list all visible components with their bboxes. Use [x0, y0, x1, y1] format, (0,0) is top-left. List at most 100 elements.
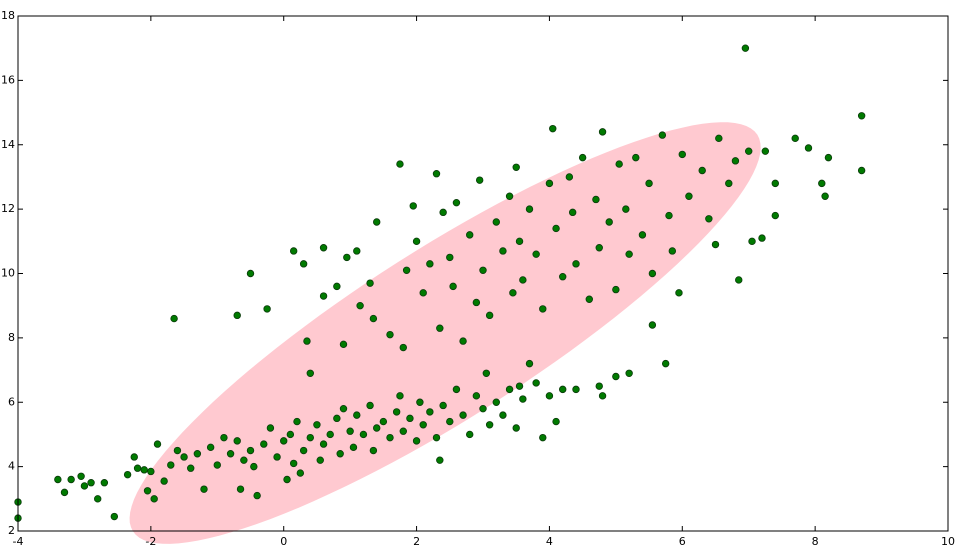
- x-tick-label: 8: [812, 535, 819, 548]
- point: [505, 192, 514, 200]
- point: [499, 411, 507, 419]
- point: [306, 433, 314, 442]
- point: [140, 466, 148, 474]
- point: [402, 266, 411, 274]
- point: [406, 414, 414, 423]
- point: [366, 279, 374, 287]
- point: [857, 166, 866, 175]
- point: [439, 401, 447, 410]
- point: [233, 311, 241, 320]
- point: [658, 131, 667, 139]
- point: [246, 446, 255, 455]
- point: [319, 292, 328, 300]
- point: [280, 437, 288, 445]
- point: [492, 218, 500, 226]
- x-tick-label: 2: [413, 535, 420, 548]
- point: [698, 166, 706, 175]
- point: [446, 253, 454, 262]
- point: [369, 446, 378, 455]
- point: [416, 398, 424, 406]
- point: [432, 433, 441, 442]
- point: [283, 475, 291, 484]
- point: [167, 461, 175, 469]
- point: [638, 231, 647, 239]
- point: [615, 160, 623, 168]
- point: [409, 202, 417, 210]
- y-tick-label: 14: [1, 138, 15, 151]
- point: [715, 134, 723, 143]
- point: [466, 430, 474, 439]
- point: [426, 260, 434, 268]
- point: [359, 430, 368, 439]
- point: [459, 337, 467, 345]
- y-tick-label: 18: [1, 9, 15, 22]
- point: [286, 430, 295, 439]
- point: [479, 266, 487, 274]
- point: [87, 479, 95, 487]
- point: [236, 485, 245, 493]
- point: [173, 446, 182, 455]
- point: [482, 369, 491, 377]
- point: [336, 450, 344, 458]
- point: [748, 237, 756, 246]
- point: [54, 475, 62, 484]
- point: [80, 482, 89, 490]
- point: [319, 244, 328, 252]
- point: [711, 240, 720, 249]
- point: [648, 269, 657, 278]
- point: [475, 176, 484, 184]
- point: [153, 440, 162, 448]
- point: [539, 433, 547, 442]
- point: [761, 147, 770, 155]
- point: [539, 305, 547, 313]
- point: [436, 324, 444, 332]
- point: [578, 153, 587, 162]
- point: [595, 382, 603, 390]
- point: [133, 464, 142, 472]
- y-tick-label: 8: [8, 331, 15, 344]
- point: [821, 192, 829, 200]
- x-tick-label: 4: [546, 535, 553, 548]
- point: [260, 440, 268, 448]
- point: [386, 433, 394, 442]
- point: [625, 369, 633, 377]
- point: [250, 462, 258, 471]
- x-tick-label: -2: [145, 535, 156, 548]
- point: [857, 112, 866, 120]
- point: [299, 446, 308, 455]
- point: [559, 385, 567, 394]
- point: [598, 392, 607, 400]
- point: [160, 477, 168, 485]
- point: [515, 237, 524, 246]
- point: [170, 314, 178, 323]
- point: [612, 285, 620, 294]
- point: [452, 198, 461, 207]
- point: [632, 153, 640, 162]
- point: [419, 289, 427, 297]
- y-tick-label: 2: [8, 524, 15, 537]
- point: [598, 128, 607, 136]
- point: [396, 392, 404, 400]
- point: [804, 144, 813, 152]
- point: [289, 459, 298, 468]
- point: [432, 170, 441, 178]
- point: [339, 340, 348, 349]
- point: [648, 321, 657, 329]
- point: [668, 247, 677, 255]
- point: [505, 385, 514, 394]
- point: [665, 211, 673, 220]
- point: [592, 195, 600, 204]
- point: [100, 479, 109, 487]
- point: [396, 160, 404, 168]
- point: [485, 311, 494, 320]
- point: [123, 470, 132, 479]
- point: [110, 512, 119, 521]
- point: [379, 417, 388, 426]
- point: [233, 437, 241, 445]
- point: [200, 485, 208, 493]
- point: [824, 153, 833, 162]
- point: [572, 260, 580, 268]
- point: [605, 218, 613, 226]
